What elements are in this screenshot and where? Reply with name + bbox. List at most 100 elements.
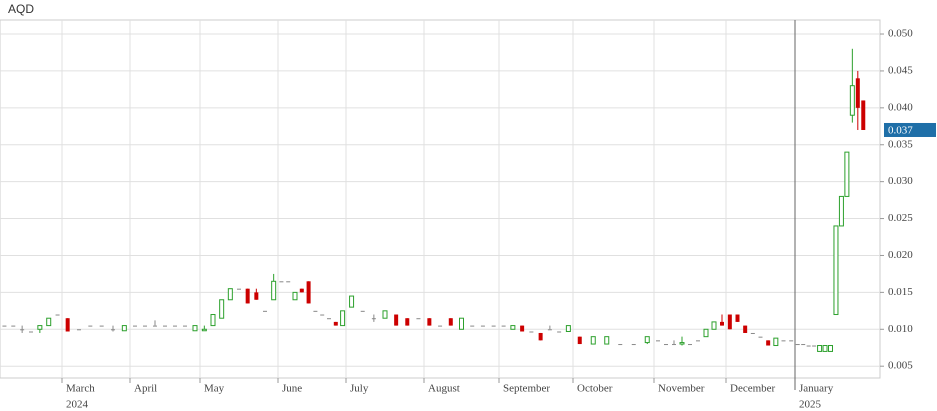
candle-body	[173, 325, 177, 327]
candle-body	[773, 337, 779, 347]
candle-body	[781, 340, 786, 342]
candle-body	[271, 280, 277, 301]
candle-body	[822, 345, 828, 352]
x-tick-label: September	[503, 383, 550, 395]
candle-body	[735, 314, 740, 322]
candle-body	[99, 325, 104, 327]
candle-body	[565, 325, 571, 332]
candle-body	[679, 342, 685, 345]
y-tick-label: 0.010	[888, 323, 913, 335]
x-tick-label: January	[799, 383, 834, 395]
x-tick-label: August	[428, 383, 460, 395]
candle-body	[371, 318, 376, 320]
x-tick-label: December	[730, 383, 776, 395]
candle-body	[703, 328, 709, 338]
x-tick-label: October	[577, 383, 613, 395]
year-label: 2025	[799, 399, 822, 411]
candle-body	[20, 329, 25, 331]
candle-body	[121, 325, 127, 332]
last-price-label: 0.037	[888, 125, 913, 137]
candle-body	[510, 325, 516, 330]
candle-body	[279, 281, 284, 283]
x-tick-label: July	[350, 383, 369, 395]
candle-body	[46, 317, 52, 327]
candle-body	[55, 314, 60, 316]
candle-body	[111, 329, 115, 331]
candle-body	[520, 325, 525, 332]
candle-body	[382, 310, 388, 319]
y-tick-label: 0.045	[888, 64, 913, 76]
candle-body	[861, 100, 866, 130]
candle-body	[547, 329, 552, 331]
candle-body	[201, 328, 207, 332]
candle-body	[349, 295, 355, 308]
candle-body	[656, 340, 660, 342]
plot-area	[0, 19, 881, 379]
chart-title: AQD	[8, 2, 34, 16]
year-label: 2024	[66, 399, 89, 411]
x-tick-label: November	[658, 383, 705, 395]
candle-body	[470, 325, 475, 327]
candle-body	[237, 288, 241, 290]
candle-body	[743, 325, 748, 333]
candle-body	[254, 292, 259, 300]
candle-body	[844, 151, 850, 197]
x-tick-label: March	[66, 383, 95, 395]
candle-body	[688, 344, 692, 346]
candle-body	[833, 225, 839, 316]
candle-body	[2, 325, 7, 327]
candle-body	[696, 340, 700, 342]
candle-body	[590, 336, 596, 345]
y-tick-label: 0.005	[888, 360, 913, 372]
candle-body	[313, 310, 318, 312]
candle-body	[855, 78, 860, 108]
candle-body	[459, 317, 464, 330]
candle-body	[65, 318, 70, 332]
candle-body	[529, 331, 534, 333]
candle-body	[427, 318, 432, 326]
candle-body	[306, 281, 311, 304]
candle-body	[480, 325, 485, 327]
candle-body	[245, 288, 250, 304]
candle-body	[37, 325, 43, 330]
candle-body	[219, 299, 225, 319]
candle-body	[438, 325, 443, 327]
candle-body	[795, 344, 800, 346]
y-tick-label: 0.040	[888, 101, 913, 113]
candle-body	[143, 325, 147, 327]
candle-body	[360, 310, 365, 312]
candle-body	[766, 340, 771, 346]
candle-body	[538, 332, 543, 341]
candle-body	[501, 325, 506, 327]
candle-body	[227, 288, 233, 301]
candle-body	[163, 325, 167, 327]
candle-body	[320, 314, 325, 316]
candle-body	[801, 344, 806, 346]
x-tick-label: April	[134, 383, 157, 395]
candle-body	[299, 288, 304, 293]
candle-body	[340, 310, 346, 327]
candle-body	[644, 336, 650, 344]
candle-body	[11, 325, 16, 327]
candle-body	[491, 325, 496, 327]
candle-body	[806, 345, 811, 347]
candle-body	[672, 344, 676, 346]
candle-body	[263, 310, 267, 312]
candle-body	[394, 314, 399, 326]
candle-body	[77, 329, 81, 331]
candle-body	[88, 325, 93, 327]
candle-body	[577, 336, 582, 345]
candle-body	[405, 318, 410, 326]
candle-body	[133, 325, 137, 327]
candle-body	[183, 325, 187, 327]
candle-body	[789, 340, 794, 342]
y-tick-label: 0.015	[888, 286, 913, 298]
candle-body	[153, 325, 157, 327]
y-tick-label: 0.030	[888, 175, 913, 187]
candle-body	[812, 345, 817, 347]
y-tick-label: 0.035	[888, 138, 913, 150]
candle-body	[849, 85, 855, 116]
y-tick-label: 0.025	[888, 212, 913, 224]
candle-body	[416, 318, 421, 320]
